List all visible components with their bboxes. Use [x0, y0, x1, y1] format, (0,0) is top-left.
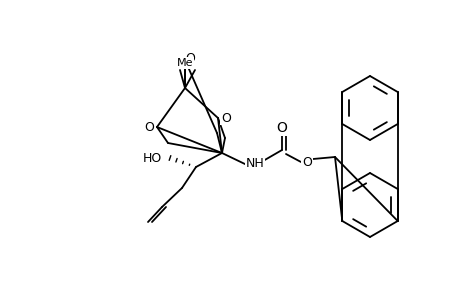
- Text: O: O: [276, 121, 287, 135]
- Text: Me: Me: [176, 58, 193, 68]
- Text: O: O: [185, 52, 195, 64]
- Text: HO: HO: [142, 152, 162, 164]
- Text: O: O: [144, 121, 154, 134]
- Text: O: O: [221, 112, 230, 124]
- Text: NH: NH: [245, 157, 264, 169]
- Text: O: O: [302, 155, 311, 169]
